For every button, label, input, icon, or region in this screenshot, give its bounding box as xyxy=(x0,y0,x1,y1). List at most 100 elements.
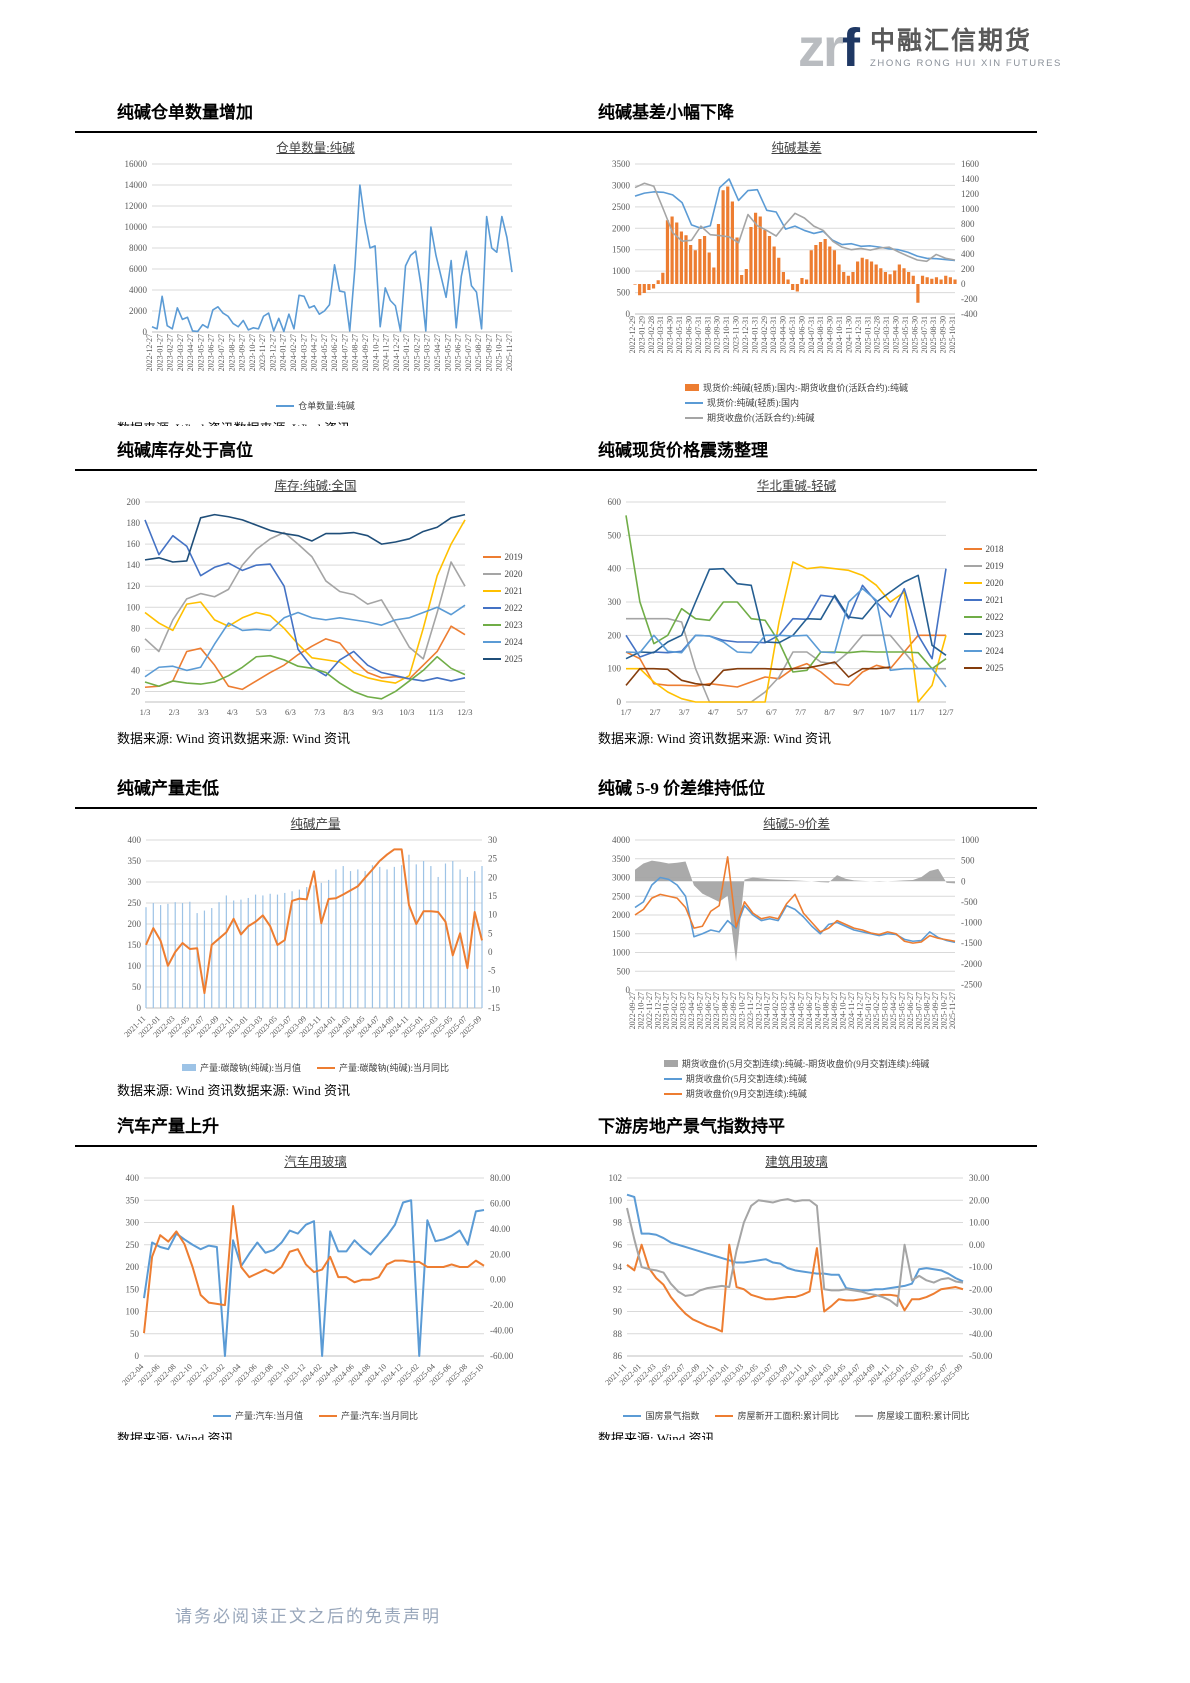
legend-swatch xyxy=(963,547,982,550)
section-divider xyxy=(75,469,556,471)
svg-text:2025-03-27: 2025-03-27 xyxy=(880,992,889,1029)
svg-text:2022-12-29: 2022-12-29 xyxy=(628,316,637,353)
svg-text:120: 120 xyxy=(126,581,140,591)
legend-item: 现货价:纯碱(轻质):国内:-期货收盘价(活跃合约):纯碱 xyxy=(685,381,908,394)
legend-swatch xyxy=(963,666,982,669)
legend-label: 国房景气指数 xyxy=(645,1411,700,1421)
svg-text:300: 300 xyxy=(125,1218,139,1228)
svg-text:10/3: 10/3 xyxy=(399,707,414,717)
svg-text:2024-01-27: 2024-01-27 xyxy=(278,334,287,371)
svg-text:0: 0 xyxy=(625,309,630,319)
svg-text:94: 94 xyxy=(613,1262,623,1272)
svg-text:0: 0 xyxy=(961,279,966,289)
svg-text:2025-07-27: 2025-07-27 xyxy=(914,992,923,1029)
svg-text:2023-12-27: 2023-12-27 xyxy=(268,334,277,371)
svg-text:2025-08-27: 2025-08-27 xyxy=(922,992,931,1029)
legend-label: 2025 xyxy=(985,662,1004,673)
svg-text:12/7: 12/7 xyxy=(938,707,953,717)
legend-label: 房屋竣工面积:累计同比 xyxy=(877,1411,970,1421)
section-heading: 纯碱现货价格震荡整理 xyxy=(598,441,768,460)
svg-text:7/3: 7/3 xyxy=(314,707,325,717)
svg-text:0: 0 xyxy=(142,327,147,337)
svg-text:10000: 10000 xyxy=(124,222,147,232)
charts-grid: 纯碱仓单数量增加 仓单数量:纯碱 0 2000 4000 6000 8000 10000 1… xyxy=(75,88,1037,1440)
legend-item: 仓单数量:纯碱 xyxy=(276,399,355,412)
svg-text:10/7: 10/7 xyxy=(880,707,895,717)
svg-text:1600: 1600 xyxy=(961,159,980,169)
company-name-en: ZHONG RONG HUI XIN FUTURES xyxy=(869,57,1062,69)
svg-text:1500: 1500 xyxy=(612,245,631,255)
svg-text:2025-09-30: 2025-09-30 xyxy=(938,316,947,353)
svg-text:0.00: 0.00 xyxy=(490,1275,506,1285)
svg-text:2024-01-31: 2024-01-31 xyxy=(750,316,759,353)
legend-label: 2023 xyxy=(985,628,1004,639)
section-production: 纯碱产量走低 纯碱产量 0 50 100 150 200 250 300 350 400 30 25… xyxy=(75,764,556,1102)
svg-text:200: 200 xyxy=(125,1262,139,1272)
svg-text:80: 80 xyxy=(131,623,141,633)
svg-text:2023-06-27: 2023-06-27 xyxy=(703,992,712,1029)
svg-text:-500: -500 xyxy=(961,897,978,907)
legend-item: 期货收盘价(5月交割连续):纯碱:-期货收盘价(9月交割连续):纯碱 xyxy=(663,1057,930,1070)
svg-text:2024-05-27: 2024-05-27 xyxy=(796,992,805,1029)
legend-label: 2020 xyxy=(504,569,523,579)
chart-canvas: 86 88 90 92 94 96 98 100 102 30.00 20.00 10.00 0.00 -… xyxy=(603,1173,993,1387)
svg-text:1000: 1000 xyxy=(961,204,980,214)
chart-legend: 2018 2019 2020 2021 2022 2023 2024 2025 xyxy=(963,544,1004,673)
legend-item: 现货价:纯碱(轻质):国内 xyxy=(685,396,799,409)
section-heading: 纯碱基差小幅下降 xyxy=(598,103,734,122)
chart-title: 纯碱产量 xyxy=(290,817,341,831)
legend-swatch xyxy=(663,1060,678,1067)
svg-text:-400: -400 xyxy=(961,309,978,319)
svg-text:2023-07-27: 2023-07-27 xyxy=(217,334,226,371)
svg-text:-10.00: -10.00 xyxy=(969,1262,993,1272)
legend-item: 产量:碳酸钠(纯碱):当月值 xyxy=(182,1061,301,1074)
svg-text:60: 60 xyxy=(131,644,141,654)
svg-text:2024-07-31: 2024-07-31 xyxy=(806,316,815,353)
svg-text:2023-02-27: 2023-02-27 xyxy=(670,992,679,1029)
legend-label: 期货收盘价(5月交割连续):纯碱:-期货收盘价(9月交割连续):纯碱 xyxy=(681,1059,930,1069)
svg-text:-1000: -1000 xyxy=(961,918,982,928)
production-chart: 0 50 100 150 200 250 300 350 400 30 25 20 15 10 5 0 -5 -1… xyxy=(75,832,556,1074)
svg-text:400: 400 xyxy=(127,835,141,845)
svg-text:60.00: 60.00 xyxy=(490,1198,511,1208)
svg-text:2023-07-31: 2023-07-31 xyxy=(693,316,702,353)
svg-text:2024-10-27: 2024-10-27 xyxy=(371,334,380,371)
svg-text:2025-01-31: 2025-01-31 xyxy=(863,316,872,353)
legend-swatch xyxy=(685,401,703,404)
svg-text:2025-04-30: 2025-04-30 xyxy=(891,316,900,353)
legend-item: 2020 xyxy=(963,578,1004,588)
legend-item: 2025 xyxy=(482,654,523,664)
legend-label: 现货价:纯碱(轻质):国内:-期货收盘价(活跃合约):纯碱 xyxy=(703,383,908,393)
svg-text:2024-05-27: 2024-05-27 xyxy=(319,334,328,371)
section-divider xyxy=(556,131,1037,133)
svg-text:20.00: 20.00 xyxy=(490,1249,511,1259)
section-divider xyxy=(75,807,556,809)
svg-text:2025-10-27: 2025-10-27 xyxy=(939,992,948,1029)
legend-item: 2021 xyxy=(963,595,1004,605)
svg-text:2025-03-27: 2025-03-27 xyxy=(422,334,431,371)
svg-text:15: 15 xyxy=(488,891,498,901)
svg-text:7/7: 7/7 xyxy=(795,707,806,717)
legend-swatch xyxy=(182,1064,196,1071)
svg-text:11/7: 11/7 xyxy=(909,707,924,717)
chart-legend: 2019 2020 2021 2022 2023 2024 2025 xyxy=(482,552,523,664)
svg-text:600: 600 xyxy=(961,234,975,244)
svg-text:2025-08-27: 2025-08-27 xyxy=(474,334,483,371)
svg-text:2024-02-29: 2024-02-29 xyxy=(759,316,768,353)
section-heading: 纯碱库存处于高位 xyxy=(117,441,253,460)
svg-text:88: 88 xyxy=(613,1329,623,1339)
svg-text:100: 100 xyxy=(126,602,140,612)
legend-swatch xyxy=(963,564,982,567)
svg-text:2025-05-31: 2025-05-31 xyxy=(900,316,909,353)
spot-price-chart: 0 100 200 300 400 500 600 1/7 2/7 3/7 4/7 5/7 6/7 7/7… xyxy=(556,494,1037,722)
svg-text:2024-11-30: 2024-11-30 xyxy=(844,316,853,353)
svg-text:500: 500 xyxy=(616,288,630,298)
svg-text:2025-07-31: 2025-07-31 xyxy=(919,316,928,353)
svg-text:500: 500 xyxy=(616,966,630,976)
svg-text:2000: 2000 xyxy=(129,306,148,316)
svg-text:9/7: 9/7 xyxy=(853,707,864,717)
svg-text:8000: 8000 xyxy=(129,243,148,253)
section-basis: 纯碱基差小幅下降 纯碱基差 0 500 1000 1500 2000 2500 3000 35… xyxy=(556,88,1037,426)
svg-text:2024-03-27: 2024-03-27 xyxy=(299,334,308,371)
svg-text:3/7: 3/7 xyxy=(678,707,689,717)
